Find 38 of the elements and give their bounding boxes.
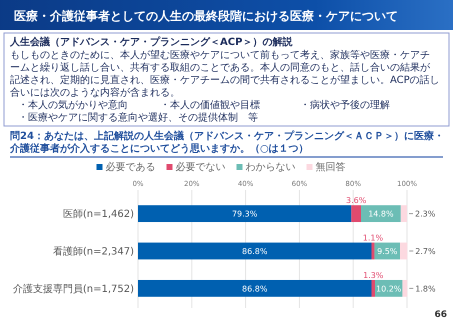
bar <box>400 242 408 260</box>
data-label: 14.8% <box>368 210 394 219</box>
bar <box>402 280 408 297</box>
legend-label: 必要である <box>106 161 156 173</box>
text: 66 <box>434 310 447 320</box>
text: もしものときのために、本人が望む医療やケアについて前もって考え、家族等や医療・ケアチームと繰り返し話し合い、共有する取組のことである。本人の同意のもと、話し合いの結果が記述され、定期的に見直され、医療・ケアチームの間で共有されることが望ましい。ACPの話し合いには次のような内容が含まれる。 <box>10 49 440 98</box>
bar <box>371 280 375 297</box>
chart-title: 医療・介護従事者としての人生の最終段階における医療・ケアについて <box>14 9 398 23</box>
bar <box>400 205 407 222</box>
data-label: 2.3% <box>415 210 436 219</box>
legend-label: 必要でない <box>176 161 226 173</box>
y-tick-label: 介護支援専門員(n=1,752) <box>12 282 134 295</box>
data-label: 1.3% <box>363 270 384 280</box>
data-label: 86.8% <box>242 247 268 256</box>
bar <box>361 205 401 222</box>
y-tick-label: 医師(n=1,462) <box>62 208 134 220</box>
text: 人生会議（アドバンス・ケア・プランニング＜ACP＞）の解説 <box>9 36 294 48</box>
legend-label: 無回答 <box>316 161 346 173</box>
chart-subtitle: 問24：あなたは、上記解説の人生会議（アドバンス・ケア・プランニング＜ＡＣＰ＞）に医療・介護従事者が介入することについてどう思いますか。（○は１つ） <box>9 130 444 154</box>
data-label: 1.1% <box>362 234 384 243</box>
text: ・医療やケアに関する意向や選好、その提供体制 等 <box>18 112 258 124</box>
data-label: 9.5% <box>377 247 398 256</box>
legend-label: わからない <box>246 162 296 173</box>
data-label: 1.8% <box>415 284 436 294</box>
data-label: 3.6% <box>346 196 367 206</box>
bar <box>138 205 352 222</box>
data-label: 79.3% <box>232 210 258 219</box>
text: ・病状や予後の理解 <box>300 99 390 111</box>
y-tick-label: 看護師(n=2,347) <box>52 246 134 258</box>
bar <box>371 242 374 260</box>
text: ・本人の気がかりや意向 <box>18 99 128 111</box>
data-label: 2.7% <box>415 247 436 256</box>
text: ・本人の価値観や目標 <box>160 99 260 111</box>
data-label: 10.2% <box>376 284 402 294</box>
data-label: 86.8% <box>242 284 268 294</box>
bar <box>351 205 361 222</box>
bar <box>138 280 372 297</box>
bar <box>138 242 372 260</box>
